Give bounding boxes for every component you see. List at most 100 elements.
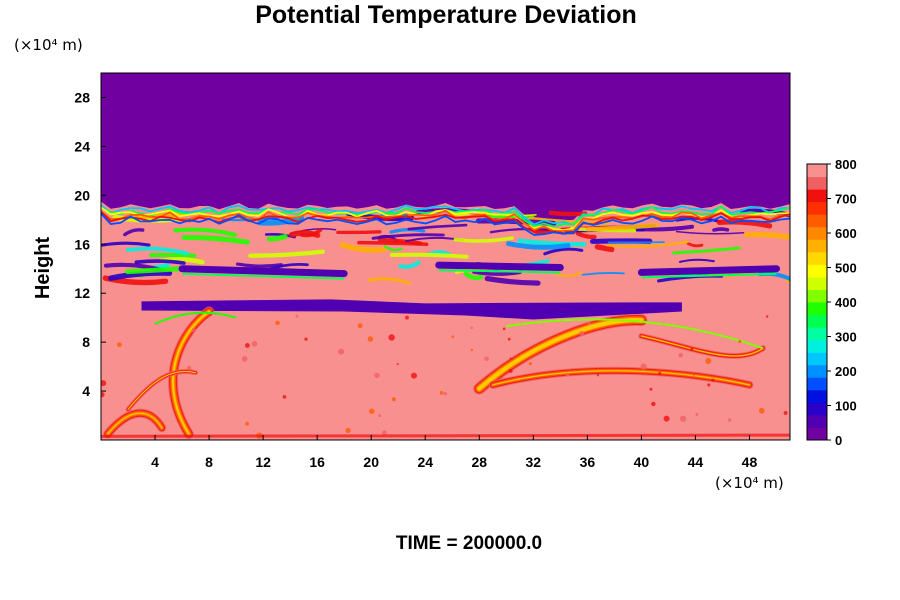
colorbar-swatch: [807, 251, 827, 265]
x-tick-label: 24: [417, 454, 433, 470]
band-streak: [266, 233, 288, 242]
warm-speckle: [443, 392, 447, 396]
colorbar-tick-label: 400: [835, 295, 857, 310]
band-streak: [678, 258, 715, 263]
band-streak: [389, 252, 469, 259]
band-streak: [605, 240, 689, 248]
warm-speckle: [251, 340, 258, 347]
colorbar-tick-label: 0: [835, 433, 842, 448]
y-tick-label: 12: [74, 285, 90, 301]
warm-speckle: [101, 380, 107, 387]
band-streak: [594, 244, 615, 253]
colorbar-tick-label: 700: [835, 192, 857, 207]
colorbar-swatch: [807, 289, 827, 303]
colorbar-swatch: [807, 327, 827, 341]
warm-speckle: [587, 321, 591, 326]
band-top-edge: [101, 204, 790, 236]
edge-contour: [101, 204, 790, 226]
band-streak: [125, 246, 189, 256]
warm-speckle: [678, 352, 683, 358]
band-streak: [585, 223, 659, 232]
band-streak: [367, 277, 412, 285]
band-streak: [101, 241, 151, 247]
x-tick-label: 4: [151, 454, 159, 470]
band-streak: [435, 261, 564, 272]
warm-speckle: [374, 372, 380, 379]
warm-speckle: [439, 391, 444, 395]
warm-speckle: [690, 347, 694, 352]
warm-speckle: [295, 314, 299, 318]
colorbar-swatch: [807, 314, 827, 328]
time-label: TIME = 200000.0: [396, 533, 542, 554]
x-tick-label: 16: [309, 454, 325, 470]
colorbar-swatch: [807, 201, 827, 215]
warm-plume-contour: [172, 310, 211, 435]
band-streak: [134, 259, 186, 265]
warm-speckle: [470, 326, 473, 330]
warm-speckle: [649, 387, 653, 391]
colorbar-swatch: [807, 414, 827, 428]
warm-speckle: [484, 356, 489, 362]
colorbar-swatch: [807, 377, 827, 391]
colorbar-swatch: [807, 214, 827, 228]
warm-speckle: [507, 337, 511, 341]
band-streak: [453, 236, 514, 243]
band-streak: [463, 271, 484, 281]
plot-frame: [100, 72, 791, 441]
band-streak: [383, 245, 403, 252]
edge-contour: [101, 212, 790, 236]
x-axis-ticks: 4 8 12 16 20 24 28 32 36 40 44 48: [151, 435, 757, 470]
warm-speckle: [304, 337, 308, 341]
y-tick-label: 8: [82, 334, 90, 350]
x-unit-label: (×10⁴ m): [715, 474, 784, 492]
colorbar-tick-label: 800: [835, 157, 857, 172]
warm-speckle: [679, 415, 687, 422]
colorbar-swatch: [807, 239, 827, 253]
x-tick-label: 32: [526, 454, 542, 470]
colorbar-swatch: [807, 176, 827, 190]
colorbar-swatch: [807, 352, 827, 366]
warm-speckle: [245, 421, 250, 426]
turbulent-band-fill: [101, 201, 790, 440]
colorbar-tick-labels: 0 100 200 300 400 500 600 700 800: [827, 157, 857, 448]
edge-contour: [101, 209, 790, 233]
band-streak: [543, 247, 584, 256]
band-streak: [248, 249, 325, 258]
warm-speckle: [508, 368, 513, 373]
warm-speckle: [345, 427, 351, 434]
colorbar: [806, 163, 828, 441]
warm-speckle: [565, 372, 570, 377]
colorbar-swatch: [807, 427, 827, 441]
colorbar-tick-label: 300: [835, 330, 857, 345]
warm-speckle: [241, 356, 248, 362]
band-streak: [743, 232, 790, 240]
warm-speckle: [711, 378, 715, 382]
warm-speckle: [579, 331, 585, 336]
warm-speckle: [369, 408, 375, 414]
warm-speckle: [765, 315, 769, 318]
band-streak: [484, 276, 541, 286]
band-streak: [407, 223, 468, 231]
band-streak: [181, 234, 250, 245]
warm-speckle: [640, 363, 647, 370]
band-streak: [517, 238, 587, 247]
band-streak: [555, 271, 583, 278]
warm-plume-contour: [506, 318, 764, 350]
warm-speckle: [695, 412, 699, 416]
colorbar-swatch: [807, 189, 827, 203]
y-tick-label: 4: [82, 383, 90, 399]
band-streak: [438, 269, 561, 274]
colorbar-tick-label: 100: [835, 399, 857, 414]
band-streak: [641, 272, 777, 279]
warm-plume-contour: [101, 433, 790, 438]
warm-speckle: [758, 407, 765, 414]
colorbar-swatch: [807, 364, 827, 378]
warm-speckle: [663, 415, 670, 422]
x-tick-label: 12: [255, 454, 271, 470]
colorbar-tick-label: 500: [835, 261, 857, 276]
warm-speckle: [692, 374, 695, 377]
warm-plume-contour: [640, 335, 764, 357]
thin-stable-layer: [141, 299, 682, 320]
warm-speckle: [101, 392, 105, 398]
